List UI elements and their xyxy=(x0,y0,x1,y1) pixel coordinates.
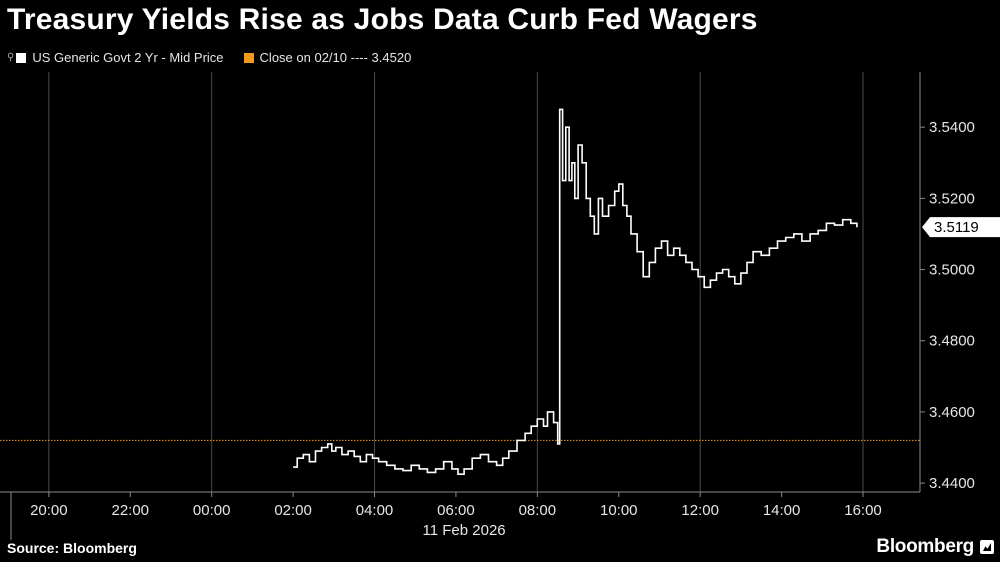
x-tick-label: 12:00 xyxy=(681,502,719,519)
x-tick-label: 06:00 xyxy=(437,502,475,519)
series-line-2yr-yield xyxy=(293,108,858,475)
x-axis-date-label: 11 Feb 2026 xyxy=(423,522,506,539)
y-tick-label: 3.5000 xyxy=(929,262,975,279)
source-note: Source: Bloomberg xyxy=(7,540,137,556)
x-tick-label: 02:00 xyxy=(274,502,312,519)
x-tick-label: 20:00 xyxy=(30,502,68,519)
x-tick-label: 16:00 xyxy=(844,502,882,519)
series-group xyxy=(293,108,858,475)
y-tick-label: 3.4400 xyxy=(929,475,975,492)
x-tick-label: 22:00 xyxy=(111,502,149,519)
chart-icon xyxy=(980,540,994,554)
y-tick-label: 3.4800 xyxy=(929,333,975,350)
y-axis: 3.4400 3.4600 3.4800 3.5000 3.5200 3.5400 xyxy=(919,72,975,492)
x-tick-label: 14:00 xyxy=(763,502,801,519)
series-swatch xyxy=(16,52,27,63)
x-tick-label: 10:00 xyxy=(600,502,638,519)
x-tick-label: 04:00 xyxy=(356,502,394,519)
last-value-label: 3.5119 xyxy=(934,219,979,236)
y-tick-label: 3.5200 xyxy=(929,190,975,207)
x-tick-label: 00:00 xyxy=(193,502,231,519)
x-axis: 20:00 22:00 00:00 02:00 04:00 06:00 08:00 10:00… xyxy=(0,491,920,540)
legend-close-label: Close on 02/10 ---- 3.4520 xyxy=(259,50,412,65)
legend-series-label: US Generic Govt 2 Yr - Mid Price xyxy=(32,50,224,65)
pin-icon[interactable]: ⚲ xyxy=(7,52,15,63)
last-value-box xyxy=(922,217,1000,238)
x-tick-label: 08:00 xyxy=(519,502,557,519)
y-tick-label: 3.5400 xyxy=(929,119,975,136)
bloomberg-logo: Bloomberg xyxy=(876,536,974,557)
last-value-group: 3.5119 xyxy=(922,217,1000,238)
close-swatch xyxy=(243,52,254,63)
y-tick-label: 3.4600 xyxy=(929,404,975,421)
chart-title: Treasury Yields Rise as Jobs Data Curb F… xyxy=(7,3,758,36)
legend: ⚲ US Generic Govt 2 Yr - Mid Price Close… xyxy=(7,50,411,65)
